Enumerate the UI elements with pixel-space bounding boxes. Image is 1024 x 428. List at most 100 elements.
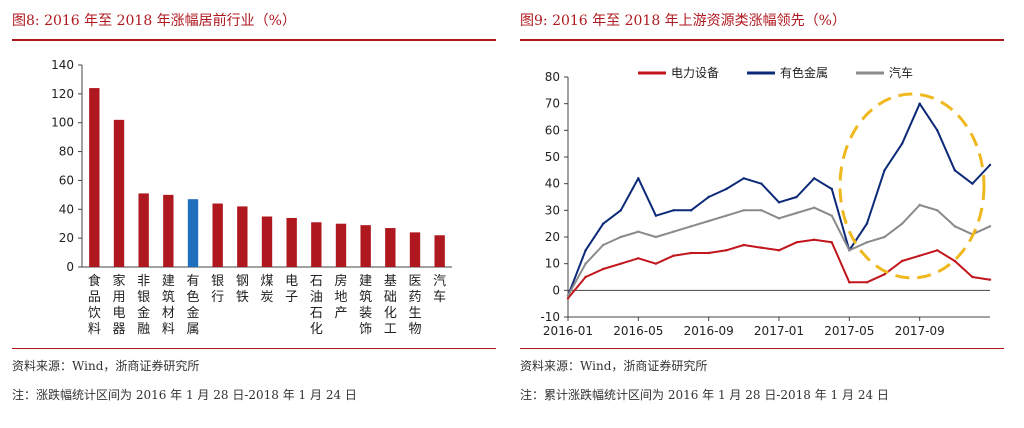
series-point-0 bbox=[900, 259, 904, 263]
x-tick-label: 2017-05 bbox=[824, 324, 874, 338]
category-label-char: 铁 bbox=[236, 290, 249, 305]
y-tick-label: 40 bbox=[59, 202, 74, 216]
series-point-2 bbox=[953, 225, 957, 228]
left-footer-rule bbox=[12, 348, 496, 349]
series-point-1 bbox=[584, 249, 587, 252]
series-line-1 bbox=[567, 102, 991, 297]
y-tick-label: 40 bbox=[545, 177, 560, 191]
series-point-0 bbox=[760, 246, 763, 249]
y-tick-label: -10 bbox=[540, 310, 560, 324]
category-label-char: 行 bbox=[211, 290, 224, 305]
bar-10 bbox=[335, 223, 347, 267]
category-label-char: 基 bbox=[384, 274, 397, 289]
category-label-char: 饰 bbox=[359, 322, 372, 337]
series-point-2 bbox=[654, 235, 658, 239]
series-point-1 bbox=[936, 129, 939, 132]
series-point-1 bbox=[900, 142, 904, 145]
series-point-0 bbox=[654, 262, 658, 265]
category-label-char: 属 bbox=[186, 322, 199, 337]
series-point-0 bbox=[637, 257, 640, 260]
category-label-char: 用 bbox=[112, 290, 125, 305]
series-point-0 bbox=[883, 273, 886, 276]
series-point-2 bbox=[566, 294, 570, 297]
bar-11 bbox=[360, 225, 371, 267]
series-point-1 bbox=[777, 201, 781, 204]
y-tick-label: 80 bbox=[59, 145, 74, 159]
series-point-1 bbox=[830, 187, 833, 191]
series-point-2 bbox=[777, 217, 781, 220]
category-label-char: 房 bbox=[334, 273, 347, 289]
left-figure-title: 图8: 2016 年至 2018 年涨幅居前行业（%） bbox=[12, 13, 296, 29]
category-label-char: 非 bbox=[137, 274, 150, 289]
category-label-char: 子 bbox=[285, 290, 298, 305]
x-tick-label: 2017-01 bbox=[754, 324, 804, 338]
bar-2 bbox=[138, 193, 149, 267]
category-label-char: 化 bbox=[310, 322, 323, 337]
bar-4 bbox=[187, 199, 199, 267]
y-tick-label: 60 bbox=[59, 173, 74, 187]
series-line-0 bbox=[567, 238, 991, 299]
category-label-char: 油 bbox=[310, 290, 323, 305]
y-tick-label: 30 bbox=[545, 203, 560, 217]
series-point-2 bbox=[619, 235, 622, 239]
category-label-char: 产 bbox=[334, 306, 347, 321]
series-point-0 bbox=[936, 249, 939, 252]
series-point-1 bbox=[637, 177, 640, 180]
series-point-1 bbox=[760, 182, 763, 185]
category-label-char: 地 bbox=[334, 290, 347, 305]
legend-label-2: 汽车 bbox=[889, 65, 913, 80]
series-point-2 bbox=[830, 214, 833, 217]
series-point-0 bbox=[848, 281, 851, 284]
category-label-char: 银 bbox=[211, 274, 224, 289]
x-tick-label: 2016-09 bbox=[684, 324, 734, 338]
series-point-0 bbox=[566, 297, 570, 300]
series-point-0 bbox=[707, 251, 710, 255]
series-point-1 bbox=[725, 187, 728, 191]
series-point-2 bbox=[918, 203, 921, 207]
category-label-char: 化 bbox=[384, 306, 397, 321]
series-point-0 bbox=[795, 241, 798, 244]
y-tick-label: 10 bbox=[545, 257, 560, 271]
category-label-char: 融 bbox=[137, 322, 150, 337]
series-point-2 bbox=[742, 209, 746, 212]
series-point-2 bbox=[883, 235, 886, 239]
highlight-ellipse bbox=[838, 92, 986, 280]
series-point-2 bbox=[900, 222, 904, 225]
category-label-char: 料 bbox=[88, 322, 101, 337]
category-label-char: 工 bbox=[384, 322, 397, 337]
left-source-note: 资料来源：Wind，浙商证券研究所 bbox=[12, 359, 200, 373]
category-label-char: 炭 bbox=[260, 290, 273, 305]
category-label-char: 银 bbox=[137, 290, 150, 305]
category-label-char: 器 bbox=[112, 322, 125, 337]
category-label-char: 车 bbox=[433, 289, 446, 305]
series-point-1 bbox=[654, 214, 658, 217]
bar-5 bbox=[212, 203, 223, 267]
category-label-char: 家 bbox=[112, 273, 125, 289]
series-point-0 bbox=[830, 241, 833, 244]
series-point-1 bbox=[988, 163, 992, 167]
series-point-1 bbox=[672, 209, 675, 212]
y-tick-label: 120 bbox=[51, 87, 74, 101]
series-point-2 bbox=[760, 209, 763, 212]
category-label-char: 石 bbox=[310, 274, 323, 289]
series-point-0 bbox=[812, 238, 816, 241]
series-point-2 bbox=[795, 211, 798, 215]
category-label-char: 石 bbox=[310, 306, 323, 321]
category-label-char: 建 bbox=[359, 274, 372, 289]
category-label-char: 钢 bbox=[236, 274, 249, 289]
series-point-1 bbox=[971, 182, 974, 185]
series-point-2 bbox=[725, 214, 728, 217]
right-figure-title: 图9: 2016 年至 2018 年上游资源类涨幅领先（%） bbox=[520, 13, 846, 29]
x-tick-label: 2016-05 bbox=[613, 324, 663, 338]
series-point-1 bbox=[689, 209, 693, 212]
right-source-note: 资料来源：Wind，浙商证券研究所 bbox=[520, 359, 708, 373]
bar-9 bbox=[311, 222, 322, 267]
y-tick-label: 0 bbox=[66, 260, 74, 274]
category-label-char: 材 bbox=[162, 306, 175, 321]
bar-7 bbox=[261, 216, 273, 267]
series-point-1 bbox=[619, 209, 622, 212]
category-label-char: 金 bbox=[137, 305, 150, 321]
category-label-char: 物 bbox=[408, 322, 421, 337]
y-tick-label: 60 bbox=[545, 123, 560, 137]
series-point-0 bbox=[865, 281, 869, 284]
